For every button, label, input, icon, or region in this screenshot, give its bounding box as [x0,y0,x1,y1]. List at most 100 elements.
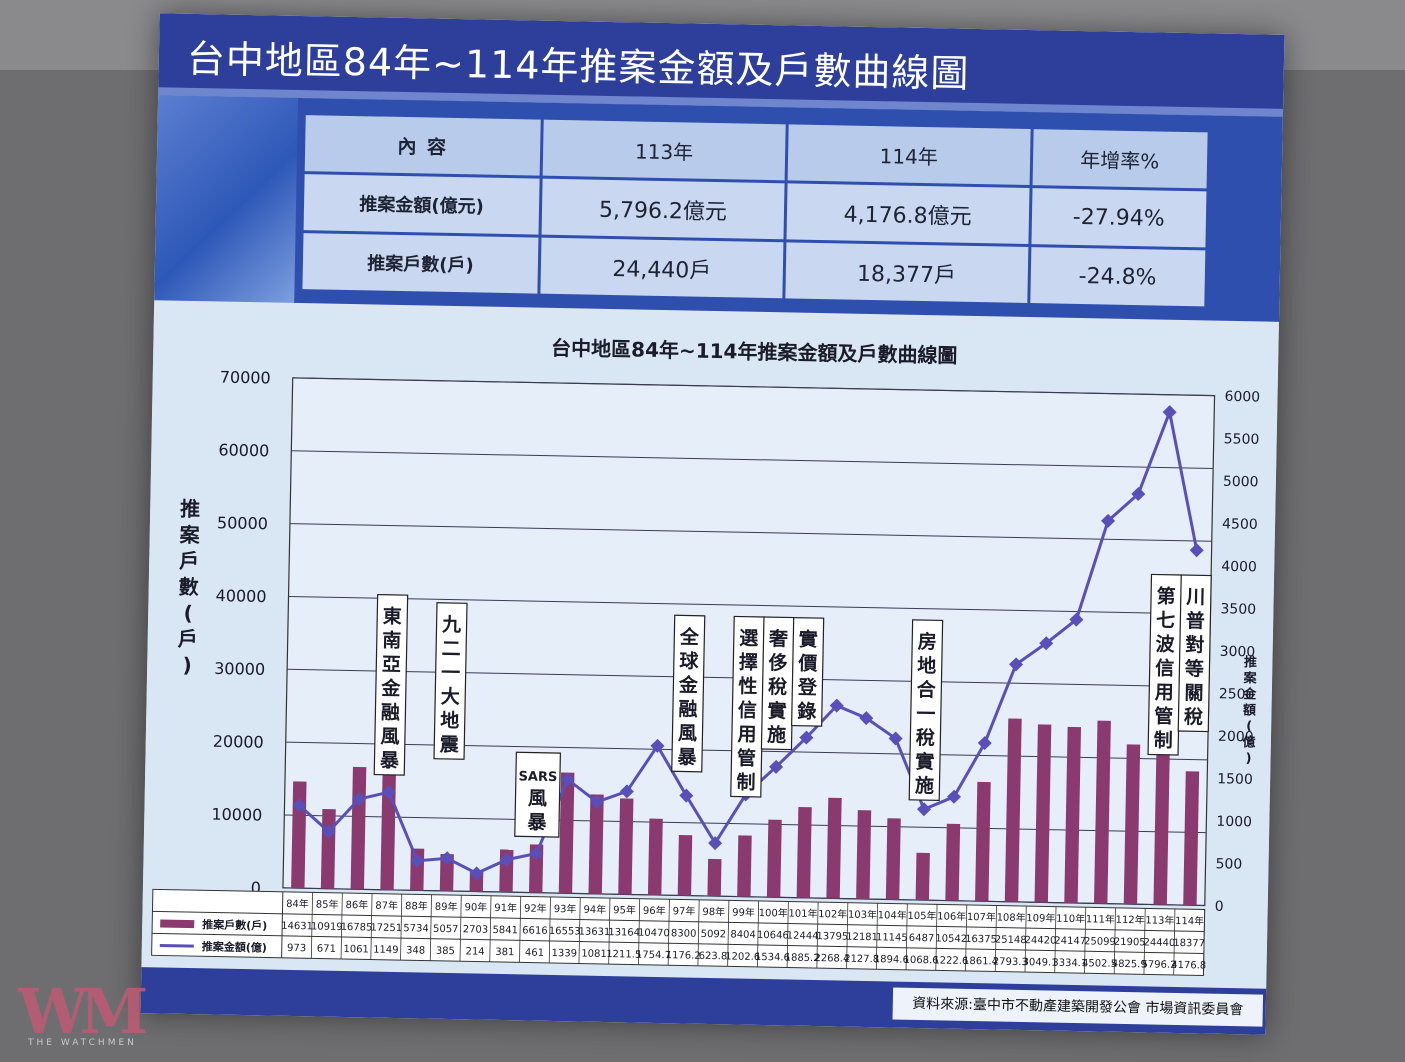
line-data-label: 461 [525,947,544,958]
annotation-text: 暴 [677,746,697,768]
bar-data-label: 8300 [671,928,697,939]
data-table-rule [816,902,819,969]
annotation-text: 川 [1185,586,1205,608]
bar [588,794,604,894]
bar [766,819,782,898]
data-table-rule [519,896,522,963]
annotation-text: 融 [678,698,697,720]
y-tick-label: 60000 [218,440,269,460]
line-point [469,866,484,881]
bar-data-label: 11145 [876,932,908,944]
annotation-text: 亞 [382,654,401,676]
table-header-cell: 年增率% [1032,129,1208,189]
y-axis-label-char: 案 [178,523,200,547]
annotation-text: 擇 [739,652,758,674]
bar-data-label: 13164 [608,927,640,939]
x-tick-label: 106年 [937,909,966,923]
x-tick-label: 114年 [1175,914,1204,928]
x-tick-label: 86年 [345,898,368,911]
line-point [1009,657,1024,672]
annotation-text: 奢 [768,627,789,650]
watermark-tagline: THE WATCHMEN [28,1038,137,1048]
bar [796,807,812,898]
y2-tick-label: 0 [1215,899,1224,915]
annotation-box [1177,574,1212,733]
data-table-rule [727,900,730,967]
table-header-cell: 113年 [542,119,786,181]
bar-data-label: 5734 [403,923,429,934]
grid-line [288,595,1211,615]
table-cell: 24,440戶 [540,237,784,299]
annotation-text: 一 [441,662,460,684]
annotation-text: 金 [678,673,699,696]
y2-axis-label-char: 推 [1244,654,1257,670]
y2-axis-label-char: 億 [1242,734,1255,750]
annotation-text: 全 [679,625,700,648]
annotation-text: 實 [767,699,786,722]
x-tick-label: 107年 [967,910,996,924]
slide-title: 台中地區84年~114年推案金額及戶數曲線圖 [186,36,970,96]
line-point [560,772,575,787]
bar [945,823,961,901]
annotation-text: 房 [918,630,937,653]
line-data-label: 1894.6 [874,954,909,966]
x-tick-label: 90年 [464,900,487,913]
y2-tick-label: 3000 [1219,644,1255,661]
bar-data-label: 5092 [701,929,727,940]
x-tick-label: 97年 [673,904,696,917]
data-table-rule [935,904,938,971]
watermark-logo: WM [18,975,148,1048]
line-data-label: 2268.4 [814,953,849,965]
data-table-rule [697,899,700,966]
x-tick-label: 91年 [494,901,517,914]
data-table-rule [905,903,908,970]
x-tick-label: 89年 [435,900,458,913]
table-cell: 4,176.8億元 [786,183,1030,245]
line-point [888,731,903,746]
bar [737,835,752,897]
bar [618,798,634,895]
y2-axis-label-char: ( [1246,719,1252,734]
table-cell: 5,796.2億元 [541,178,785,240]
table-header-cell: 內 容 [304,115,541,176]
data-table-rule [400,894,403,961]
grid-line [284,814,1207,834]
bar-data-label: 10919 [311,921,343,933]
line-point [708,836,723,851]
y2-tick-label: 3500 [1220,601,1256,618]
y2-tick-label: 2000 [1218,729,1254,746]
line-data-label: 973 [287,943,306,954]
bar [826,797,842,899]
data-table-rule [1113,907,1116,974]
annotation-text: 實 [799,628,818,651]
line-point [529,846,544,861]
bar [856,810,872,900]
chart-area: 台中地區84年~114年推案金額及戶數曲線圖 0 10000 20000 30000 40… [141,305,1279,987]
annotation-text: 地 [440,709,459,732]
bar [380,764,397,890]
line-data-label: 381 [495,947,514,958]
legend-line-swatch [159,943,194,948]
y-axis-label-char: 戶 [179,549,199,573]
annotation-text: 暴 [527,812,547,834]
bar-data-label: 25099 [1084,936,1116,948]
annotation-text: 七 [1156,610,1175,632]
bar [1153,726,1171,905]
line-point [859,711,874,726]
y-tick-label: 50000 [217,513,268,533]
line-data-label: 671 [317,943,336,954]
annotation-box [373,593,409,776]
line-data-label: 1339 [551,948,577,959]
line-data-label: 3334.1 [1052,958,1087,970]
grid-line [289,523,1212,542]
y-tick-label: 0 [251,878,262,897]
annotation-box [908,619,944,802]
line-data-label: 3049.1 [1022,957,1057,969]
line-point [321,824,336,839]
decorative-panel [154,95,304,304]
line-point [619,784,634,799]
data-table-rule [1024,906,1027,973]
y-axis-label-char: ) [182,653,192,677]
line-point [1069,612,1084,627]
annotation-text: 信 [1155,657,1174,680]
